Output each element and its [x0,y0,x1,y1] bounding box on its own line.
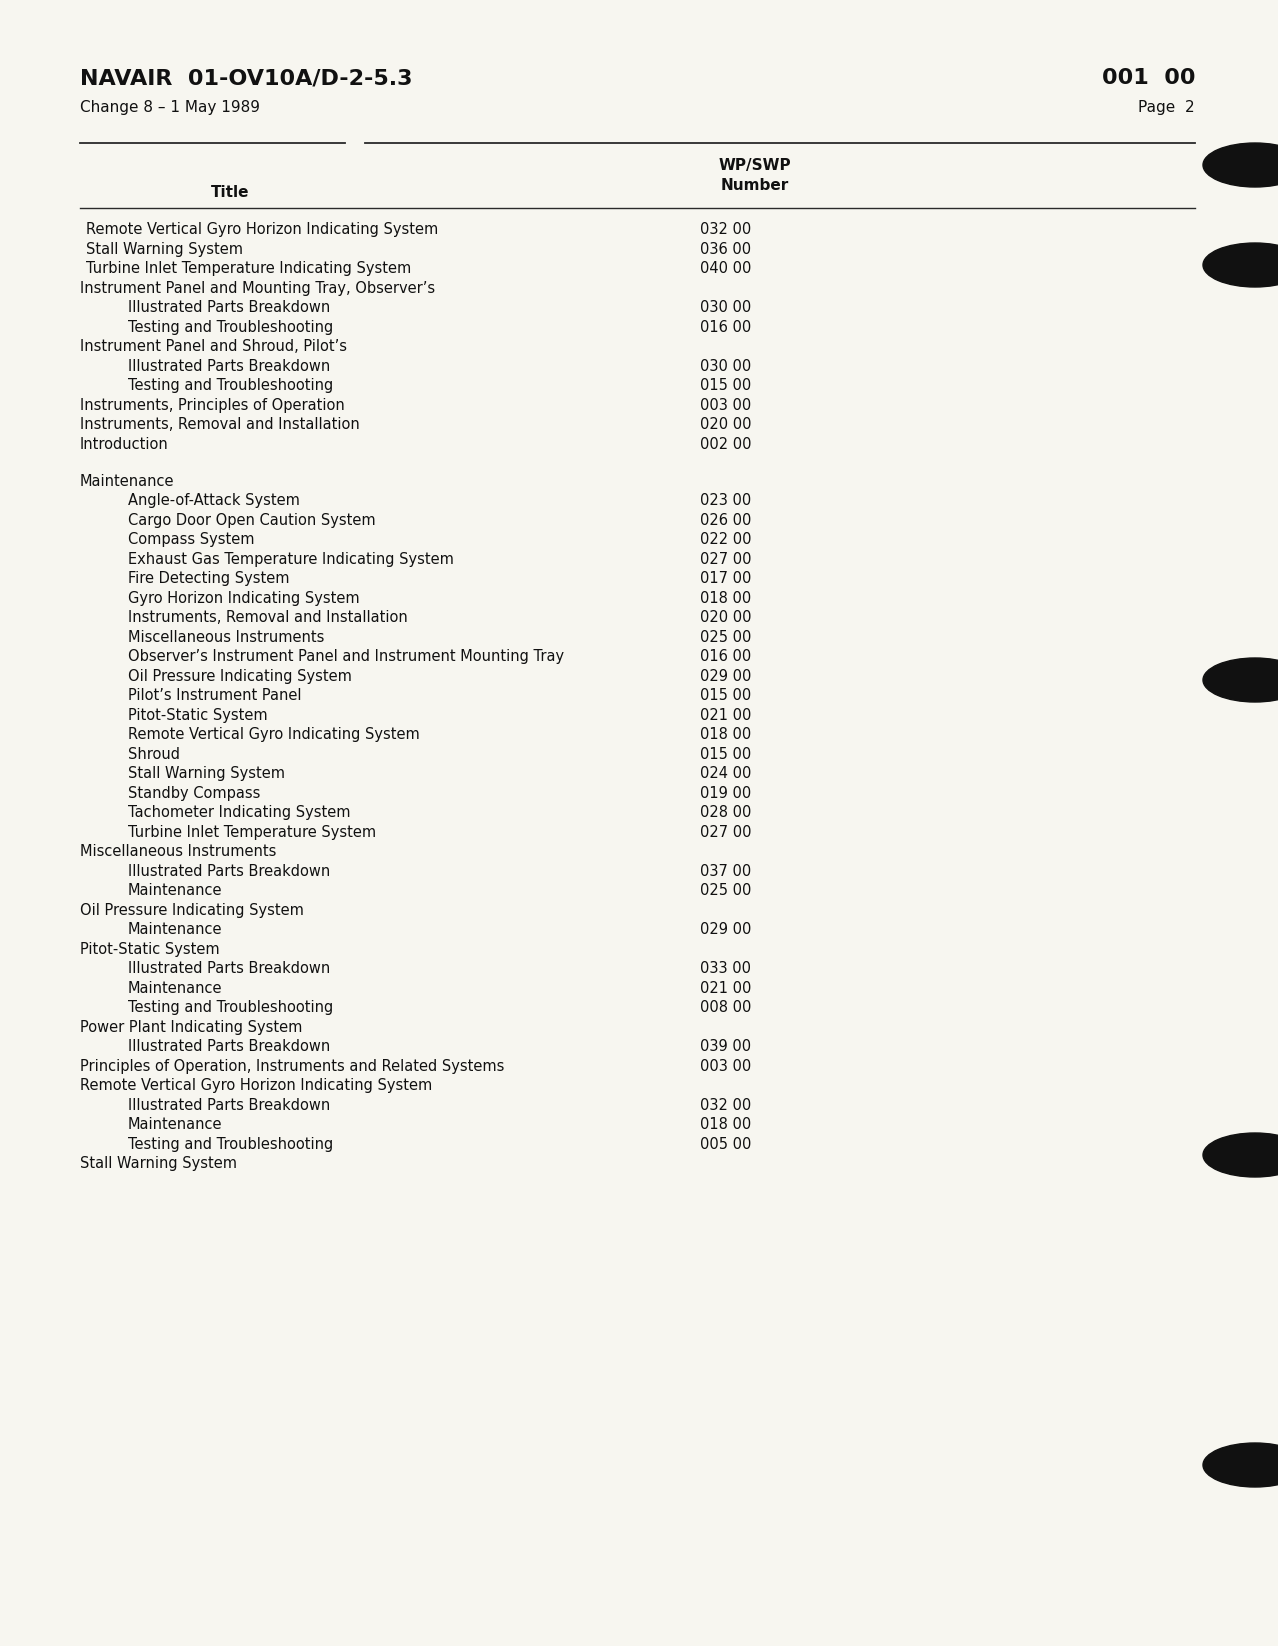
Text: Stall Warning System: Stall Warning System [86,242,243,257]
Ellipse shape [1203,143,1278,188]
Text: 025 00: 025 00 [700,882,751,899]
Ellipse shape [1203,244,1278,286]
Text: 027 00: 027 00 [700,825,751,839]
Text: Turbine Inlet Temperature Indicating System: Turbine Inlet Temperature Indicating Sys… [86,262,412,277]
Text: Remote Vertical Gyro Horizon Indicating System: Remote Vertical Gyro Horizon Indicating … [81,1078,432,1093]
Text: 017 00: 017 00 [700,571,751,586]
Text: Remote Vertical Gyro Indicating System: Remote Vertical Gyro Indicating System [128,728,419,742]
Text: 027 00: 027 00 [700,551,751,566]
Text: Principles of Operation, Instruments and Related Systems: Principles of Operation, Instruments and… [81,1058,505,1073]
Text: 029 00: 029 00 [700,668,751,683]
Text: Maintenance: Maintenance [128,1118,222,1132]
Text: Stall Warning System: Stall Warning System [128,765,285,782]
Text: 016 00: 016 00 [700,319,751,334]
Text: 030 00: 030 00 [700,359,751,374]
Text: 001  00: 001 00 [1102,67,1195,87]
Text: 039 00: 039 00 [700,1039,751,1053]
Text: 032 00: 032 00 [700,222,751,237]
Text: Title: Title [211,184,249,201]
Text: Testing and Troubleshooting: Testing and Troubleshooting [128,1136,334,1152]
Text: Standby Compass: Standby Compass [128,785,261,800]
Text: Illustrated Parts Breakdown: Illustrated Parts Breakdown [128,961,330,976]
Text: Angle-of-Attack System: Angle-of-Attack System [128,494,300,509]
Text: 025 00: 025 00 [700,629,751,645]
Text: 026 00: 026 00 [700,512,751,528]
Text: 002 00: 002 00 [700,436,751,451]
Text: Illustrated Parts Breakdown: Illustrated Parts Breakdown [128,1039,330,1053]
Text: 018 00: 018 00 [700,591,751,606]
Text: Number: Number [721,178,789,193]
Text: 032 00: 032 00 [700,1098,751,1113]
Text: Exhaust Gas Temperature Indicating System: Exhaust Gas Temperature Indicating Syste… [128,551,454,566]
Text: 023 00: 023 00 [700,494,751,509]
Text: Cargo Door Open Caution System: Cargo Door Open Caution System [128,512,376,528]
Text: Instrument Panel and Mounting Tray, Observer’s: Instrument Panel and Mounting Tray, Obse… [81,280,435,296]
Text: Pilot’s Instrument Panel: Pilot’s Instrument Panel [128,688,302,703]
Text: Maintenance: Maintenance [81,474,175,489]
Text: Gyro Horizon Indicating System: Gyro Horizon Indicating System [128,591,359,606]
Text: 019 00: 019 00 [700,785,751,800]
Text: 005 00: 005 00 [700,1136,751,1152]
Text: 016 00: 016 00 [700,649,751,663]
Text: Turbine Inlet Temperature System: Turbine Inlet Temperature System [128,825,376,839]
Text: Illustrated Parts Breakdown: Illustrated Parts Breakdown [128,1098,330,1113]
Text: 030 00: 030 00 [700,300,751,314]
Ellipse shape [1203,1444,1278,1486]
Text: Testing and Troubleshooting: Testing and Troubleshooting [128,1001,334,1016]
Text: Testing and Troubleshooting: Testing and Troubleshooting [128,379,334,393]
Text: 003 00: 003 00 [700,397,751,413]
Text: Page  2: Page 2 [1139,100,1195,115]
Text: 036 00: 036 00 [700,242,751,257]
Text: Illustrated Parts Breakdown: Illustrated Parts Breakdown [128,359,330,374]
Text: Stall Warning System: Stall Warning System [81,1155,236,1170]
Text: 022 00: 022 00 [700,532,751,546]
Text: Pitot-Static System: Pitot-Static System [81,942,220,956]
Text: Illustrated Parts Breakdown: Illustrated Parts Breakdown [128,864,330,879]
Text: WP/SWP: WP/SWP [718,158,791,173]
Text: Tachometer Indicating System: Tachometer Indicating System [128,805,350,820]
Text: Oil Pressure Indicating System: Oil Pressure Indicating System [81,902,304,917]
Text: 003 00: 003 00 [700,1058,751,1073]
Text: Instruments, Removal and Installation: Instruments, Removal and Installation [128,611,408,625]
Text: Compass System: Compass System [128,532,254,546]
Text: 018 00: 018 00 [700,728,751,742]
Text: Change 8 – 1 May 1989: Change 8 – 1 May 1989 [81,100,259,115]
Text: 015 00: 015 00 [700,379,751,393]
Text: 020 00: 020 00 [700,611,751,625]
Text: 037 00: 037 00 [700,864,751,879]
Text: 021 00: 021 00 [700,708,751,723]
Text: 029 00: 029 00 [700,922,751,937]
Text: 024 00: 024 00 [700,765,751,782]
Text: Oil Pressure Indicating System: Oil Pressure Indicating System [128,668,351,683]
Text: Maintenance: Maintenance [128,922,222,937]
Ellipse shape [1203,658,1278,701]
Text: Maintenance: Maintenance [128,882,222,899]
Text: 008 00: 008 00 [700,1001,751,1016]
Text: 033 00: 033 00 [700,961,751,976]
Text: Shroud: Shroud [128,747,180,762]
Text: 018 00: 018 00 [700,1118,751,1132]
Text: 015 00: 015 00 [700,688,751,703]
Text: NAVAIR  01-OV10A/D-2-5.3: NAVAIR 01-OV10A/D-2-5.3 [81,67,413,87]
Text: Remote Vertical Gyro Horizon Indicating System: Remote Vertical Gyro Horizon Indicating … [86,222,438,237]
Text: 015 00: 015 00 [700,747,751,762]
Text: Instruments, Removal and Installation: Instruments, Removal and Installation [81,416,359,431]
Text: Miscellaneous Instruments: Miscellaneous Instruments [81,844,276,859]
Text: 021 00: 021 00 [700,981,751,996]
Text: Observer’s Instrument Panel and Instrument Mounting Tray: Observer’s Instrument Panel and Instrume… [128,649,564,663]
Text: Fire Detecting System: Fire Detecting System [128,571,290,586]
Text: Miscellaneous Instruments: Miscellaneous Instruments [128,629,325,645]
Text: Testing and Troubleshooting: Testing and Troubleshooting [128,319,334,334]
Text: 020 00: 020 00 [700,416,751,431]
Text: Instruments, Principles of Operation: Instruments, Principles of Operation [81,397,345,413]
Text: Introduction: Introduction [81,436,169,451]
Text: 028 00: 028 00 [700,805,751,820]
Text: Power Plant Indicating System: Power Plant Indicating System [81,1019,303,1035]
Text: Maintenance: Maintenance [128,981,222,996]
Text: Instrument Panel and Shroud, Pilot’s: Instrument Panel and Shroud, Pilot’s [81,339,348,354]
Ellipse shape [1203,1132,1278,1177]
Text: Pitot-Static System: Pitot-Static System [128,708,267,723]
Text: Illustrated Parts Breakdown: Illustrated Parts Breakdown [128,300,330,314]
Text: 040 00: 040 00 [700,262,751,277]
